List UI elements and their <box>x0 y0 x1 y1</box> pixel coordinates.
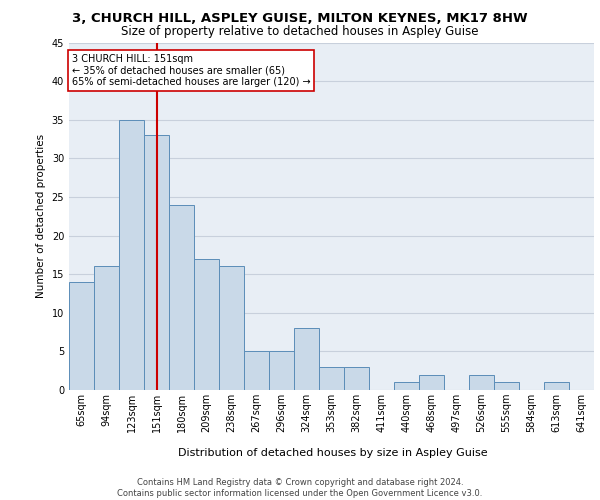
Bar <box>219 266 244 390</box>
Bar <box>319 367 344 390</box>
Text: Contains HM Land Registry data © Crown copyright and database right 2024.
Contai: Contains HM Land Registry data © Crown c… <box>118 478 482 498</box>
Text: 3 CHURCH HILL: 151sqm
← 35% of detached houses are smaller (65)
65% of semi-deta: 3 CHURCH HILL: 151sqm ← 35% of detached … <box>71 54 310 88</box>
Bar <box>194 258 219 390</box>
Bar <box>394 382 419 390</box>
Bar <box>244 352 269 390</box>
Bar <box>494 382 519 390</box>
Bar <box>169 204 194 390</box>
Bar <box>469 374 494 390</box>
Text: 3, CHURCH HILL, ASPLEY GUISE, MILTON KEYNES, MK17 8HW: 3, CHURCH HILL, ASPLEY GUISE, MILTON KEY… <box>72 12 528 26</box>
Bar <box>294 328 319 390</box>
Bar <box>544 382 569 390</box>
Bar <box>69 282 94 390</box>
Bar <box>419 374 444 390</box>
Text: Size of property relative to detached houses in Aspley Guise: Size of property relative to detached ho… <box>121 25 479 38</box>
Y-axis label: Number of detached properties: Number of detached properties <box>36 134 46 298</box>
Bar <box>144 135 169 390</box>
Bar <box>344 367 369 390</box>
Bar <box>94 266 119 390</box>
Bar <box>119 120 144 390</box>
Bar <box>269 352 294 390</box>
Text: Distribution of detached houses by size in Aspley Guise: Distribution of detached houses by size … <box>178 448 488 458</box>
